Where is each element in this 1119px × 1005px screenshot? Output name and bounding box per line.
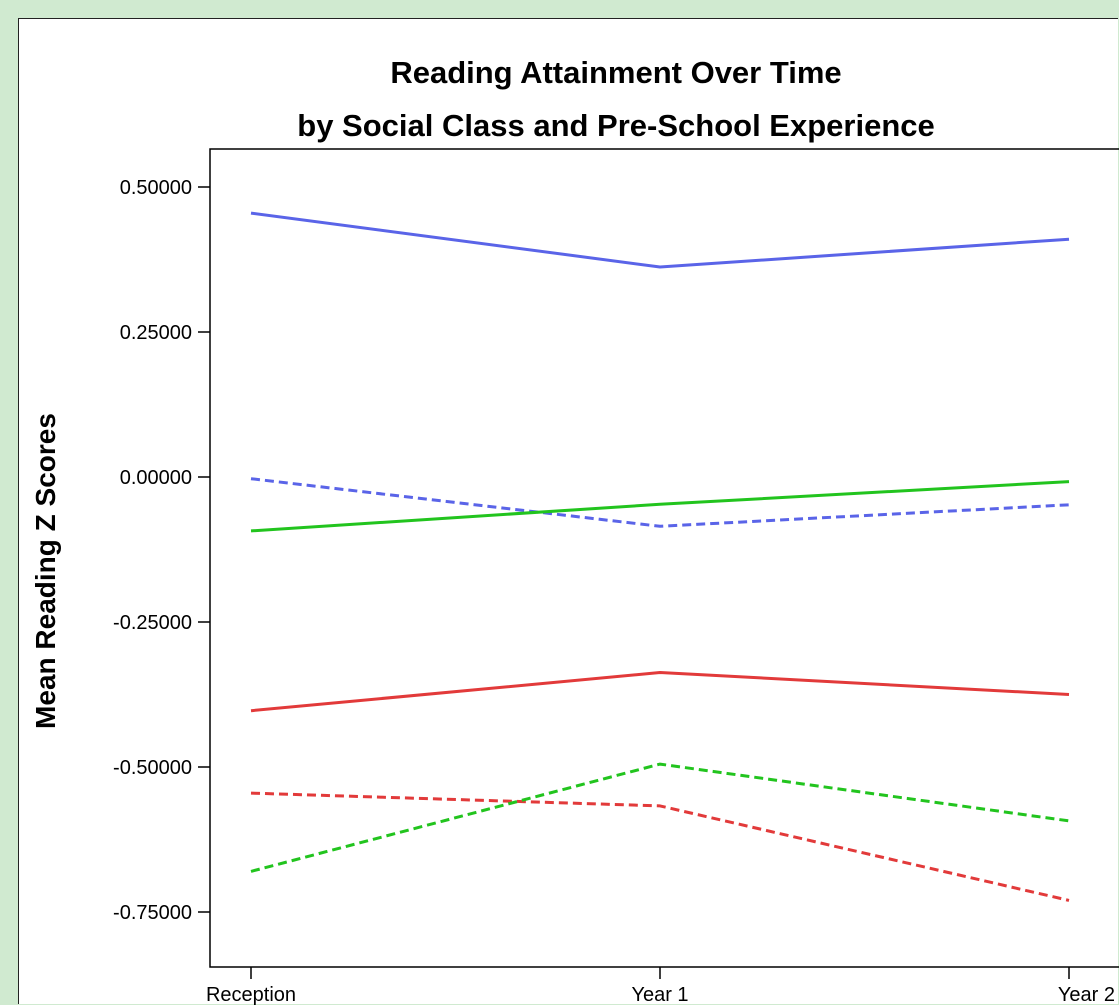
chart-subtitle: by Social Class and Pre-School Experienc…	[297, 108, 934, 143]
series-line-2	[250, 477, 1070, 528]
line-chart: Reading Attainment Over Time by Social C…	[30, 55, 1119, 1005]
y-axis-label: Mean Reading Z Scores	[30, 413, 61, 729]
series-line-5	[250, 791, 1070, 902]
series-line-6	[250, 762, 1070, 873]
x-tick-label: Year 2	[1058, 984, 1115, 1005]
series-lines	[250, 211, 1070, 902]
x-tick-label: Year 1	[631, 984, 688, 1005]
x-axis: Reception Year 1 Year 2	[206, 967, 1115, 1005]
chart-title: Reading Attainment Over Time	[390, 55, 841, 90]
y-tick-label: 0.25000	[120, 322, 192, 344]
y-tick-label: -0.25000	[113, 612, 192, 634]
x-tick-label: Reception	[206, 984, 296, 1005]
plot-area	[209, 148, 1119, 968]
chart-frame: Reading Attainment Over Time by Social C…	[18, 18, 1119, 1005]
series-line-4	[250, 671, 1070, 713]
y-axis: 0.50000 0.25000 0.00000 -0.25000 -0.50000 -0.…	[113, 177, 210, 924]
y-tick-label: 0.00000	[120, 467, 192, 489]
series-line-3	[250, 480, 1070, 533]
y-tick-label: 0.50000	[120, 177, 192, 199]
y-tick-label: -0.75000	[113, 902, 192, 924]
series-line-1	[250, 211, 1070, 269]
y-tick-label: -0.50000	[113, 757, 192, 779]
